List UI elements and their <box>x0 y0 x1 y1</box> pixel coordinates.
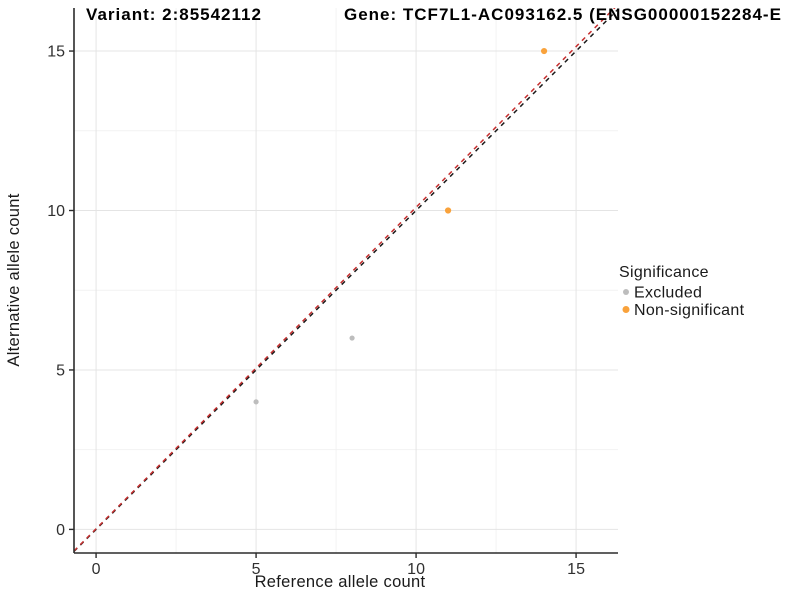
x-tick-label: 5 <box>252 561 261 578</box>
legend-key-excluded-icon <box>623 289 629 295</box>
legend-label-excluded: Excluded <box>634 285 702 302</box>
plot-title-variant: Variant: 2:85542112 <box>86 5 262 24</box>
y-tick-label: 10 <box>47 203 65 220</box>
data-point-non-significant <box>540 47 548 55</box>
legend: Significance Excluded Non-significant <box>619 264 745 319</box>
x-tick-label: 10 <box>407 561 425 578</box>
x-tick-label: 15 <box>567 561 585 578</box>
legend-key-non-significant-icon <box>622 306 630 313</box>
y-axis-label: Alternative allele count <box>5 193 23 366</box>
data-point-excluded <box>253 399 259 405</box>
expected-ratio-line <box>74 8 616 552</box>
x-tick-label: 0 <box>92 561 101 578</box>
reference-lines <box>74 8 618 552</box>
y-tick-label: 0 <box>56 522 65 539</box>
y-tick-label: 5 <box>56 362 65 379</box>
minor-gridlines <box>74 8 618 553</box>
y-tick-label: 15 <box>47 44 65 61</box>
legend-label-non-significant: Non-significant <box>634 302 745 319</box>
x-axis-label: Reference allele count <box>255 573 426 591</box>
data-point-excluded <box>349 335 355 341</box>
axes: 0 0 5 5 10 10 15 15 <box>47 8 618 578</box>
plot-title-gene: Gene: TCF7L1-AC093162.5 (ENSG00000152284… <box>344 5 782 24</box>
data-points <box>253 47 548 405</box>
data-point-non-significant <box>444 207 452 214</box>
major-gridlines <box>74 8 618 553</box>
identity-line <box>74 8 618 552</box>
legend-title: Significance <box>619 264 709 281</box>
